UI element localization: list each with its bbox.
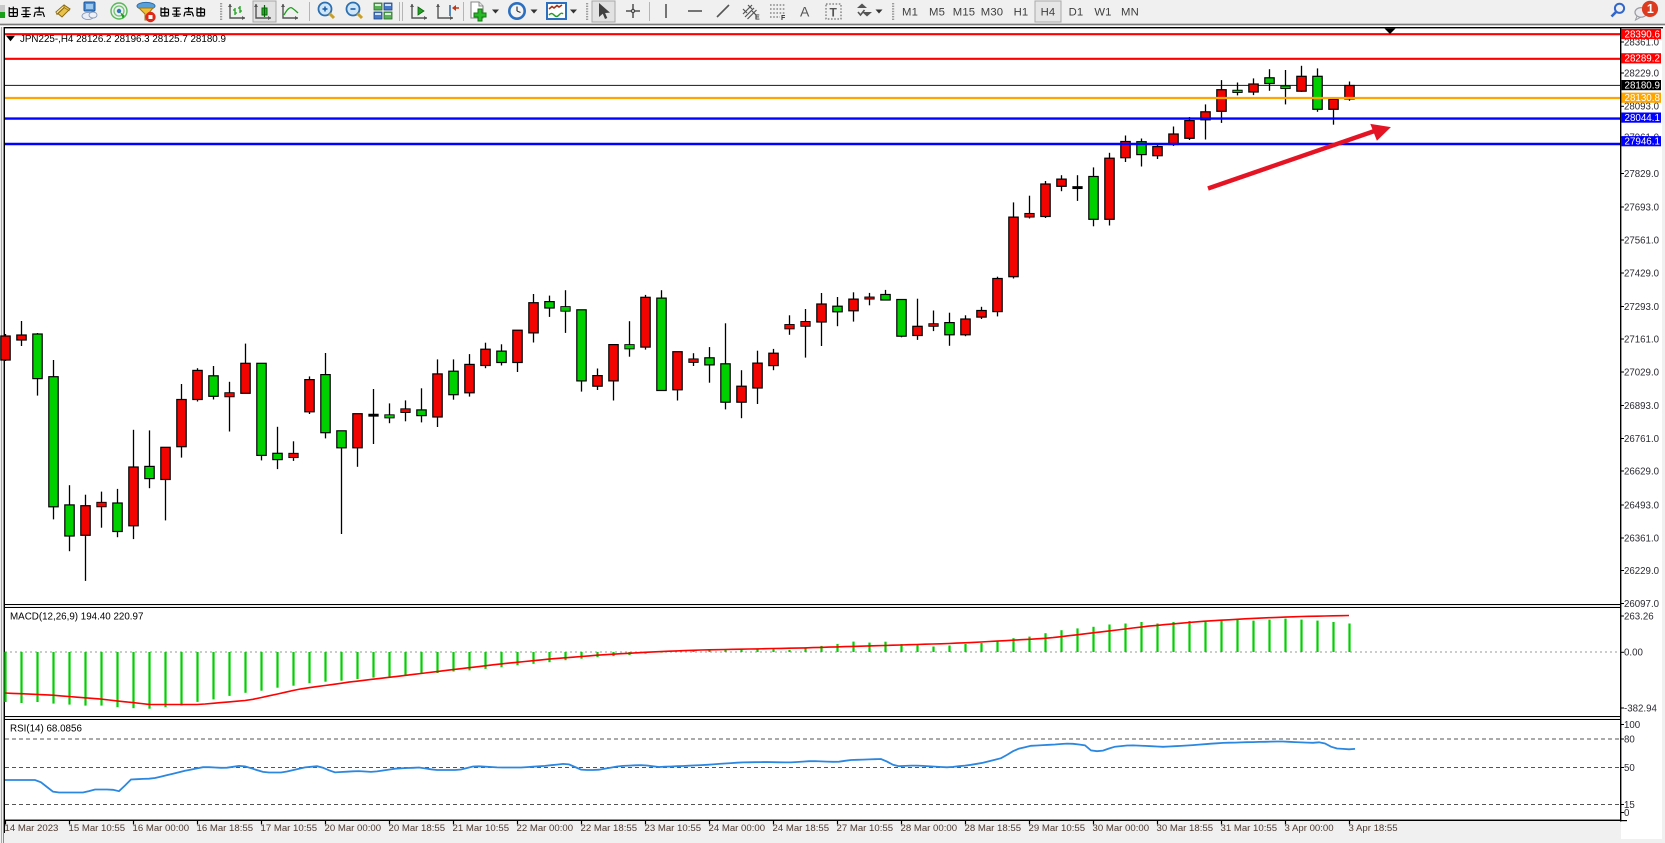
svg-text:0.00: 0.00	[1624, 648, 1643, 659]
svg-text:F: F	[781, 15, 786, 22]
svg-text:22 Mar 18:55: 22 Mar 18:55	[581, 823, 638, 834]
svg-text:26761.0: 26761.0	[1624, 434, 1660, 445]
svg-text:30 Mar 18:55: 30 Mar 18:55	[1157, 823, 1214, 834]
svg-text:MACD(12,26,9) 194.40 220.97: MACD(12,26,9) 194.40 220.97	[10, 612, 143, 623]
svg-text:27161.0: 27161.0	[1624, 334, 1660, 345]
svg-text:H1: H1	[1014, 7, 1029, 19]
svg-text:M1: M1	[902, 7, 918, 19]
svg-text:26229.0: 26229.0	[1624, 566, 1660, 577]
svg-text:0: 0	[1624, 808, 1630, 819]
svg-text:27429.0: 27429.0	[1624, 268, 1660, 279]
svg-text:50: 50	[1624, 763, 1635, 774]
svg-text:22 Mar 00:00: 22 Mar 00:00	[517, 823, 574, 834]
svg-text:26893.0: 26893.0	[1624, 401, 1660, 412]
svg-text:3 Apr 00:00: 3 Apr 00:00	[1285, 823, 1334, 834]
svg-text:T: T	[830, 6, 838, 20]
svg-text:15 Mar 10:55: 15 Mar 10:55	[69, 823, 126, 834]
svg-text:28 Mar 00:00: 28 Mar 00:00	[901, 823, 958, 834]
svg-text:29 Mar 10:55: 29 Mar 10:55	[1029, 823, 1086, 834]
svg-text:MN: MN	[1121, 7, 1139, 19]
svg-text:17 Mar 10:55: 17 Mar 10:55	[261, 823, 318, 834]
svg-text:21 Mar 10:55: 21 Mar 10:55	[453, 823, 510, 834]
svg-text:27693.0: 27693.0	[1624, 202, 1660, 213]
svg-text:24 Mar 00:00: 24 Mar 00:00	[709, 823, 766, 834]
svg-text:20 Mar 18:55: 20 Mar 18:55	[389, 823, 446, 834]
svg-text:27829.0: 27829.0	[1624, 169, 1660, 180]
svg-text:H4: H4	[1041, 7, 1056, 19]
svg-text:28130.8: 28130.8	[1625, 93, 1661, 104]
svg-text:28229.0: 28229.0	[1624, 68, 1660, 79]
svg-text:M30: M30	[981, 7, 1004, 19]
svg-text:16 Mar 00:00: 16 Mar 00:00	[133, 823, 190, 834]
svg-text:26493.0: 26493.0	[1624, 500, 1660, 511]
svg-text:15: 15	[1624, 800, 1635, 811]
svg-text:M15: M15	[953, 7, 976, 19]
svg-text:26361.0: 26361.0	[1624, 533, 1660, 544]
svg-text:28361.0: 28361.0	[1624, 37, 1660, 48]
svg-text:28093.0: 28093.0	[1624, 102, 1660, 113]
svg-text:26097.0: 26097.0	[1624, 599, 1660, 610]
svg-text:1: 1	[1647, 2, 1654, 16]
svg-text:27561.0: 27561.0	[1624, 235, 1660, 246]
svg-text:3 Apr 18:55: 3 Apr 18:55	[1349, 823, 1398, 834]
svg-text:100: 100	[1624, 720, 1641, 731]
svg-text:26629.0: 26629.0	[1624, 466, 1660, 477]
svg-text:JPN225-,H4 28126.2 28196.3 28: JPN225-,H4 28126.2 28196.3 28125.7 28180…	[20, 34, 226, 45]
svg-text:28 Mar 18:55: 28 Mar 18:55	[965, 823, 1022, 834]
svg-text:30 Mar 00:00: 30 Mar 00:00	[1093, 823, 1150, 834]
svg-text:27946.1: 27946.1	[1625, 137, 1660, 148]
svg-text:27029.0: 27029.0	[1624, 367, 1660, 378]
svg-text:80: 80	[1624, 734, 1635, 745]
svg-text:A: A	[800, 4, 810, 20]
svg-text:16 Mar 18:55: 16 Mar 18:55	[197, 823, 254, 834]
svg-text:27293.0: 27293.0	[1624, 302, 1660, 313]
svg-text:RSI(14) 68.0856: RSI(14) 68.0856	[10, 724, 82, 735]
svg-text:28390.6: 28390.6	[1625, 29, 1661, 40]
svg-text:28180.9: 28180.9	[1625, 80, 1660, 91]
svg-text:23 Mar 10:55: 23 Mar 10:55	[645, 823, 702, 834]
svg-text:-382.94: -382.94	[1624, 703, 1657, 714]
svg-text:24 Mar 18:55: 24 Mar 18:55	[773, 823, 830, 834]
svg-text:W1: W1	[1094, 7, 1111, 19]
svg-text:28044.1: 28044.1	[1625, 113, 1660, 124]
svg-text:E: E	[755, 15, 760, 22]
svg-text:28289.2: 28289.2	[1625, 54, 1660, 65]
svg-text:14 Mar 2023: 14 Mar 2023	[5, 823, 59, 834]
svg-text:31 Mar 10:55: 31 Mar 10:55	[1221, 823, 1278, 834]
svg-text:263.26: 263.26	[1624, 611, 1654, 622]
svg-text:D1: D1	[1069, 7, 1084, 19]
svg-text:27 Mar 10:55: 27 Mar 10:55	[837, 823, 894, 834]
svg-text:20 Mar 00:00: 20 Mar 00:00	[325, 823, 382, 834]
svg-text:M5: M5	[929, 7, 945, 19]
